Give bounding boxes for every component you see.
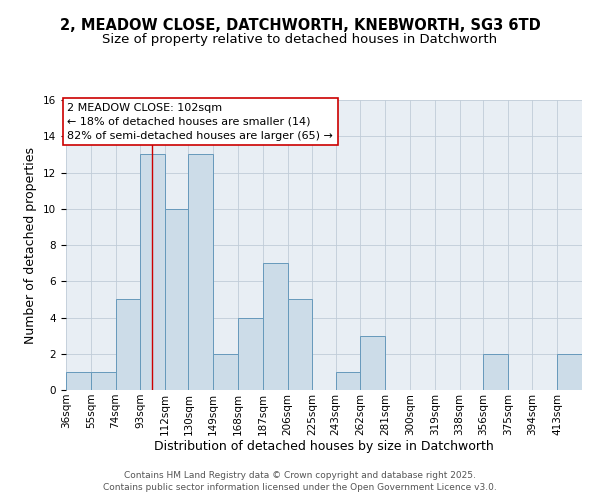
Bar: [66, 372, 91, 390]
Bar: [483, 354, 508, 390]
Bar: [287, 300, 312, 390]
Bar: [557, 354, 582, 390]
Bar: [188, 154, 213, 390]
Text: 2 MEADOW CLOSE: 102sqm
← 18% of detached houses are smaller (14)
82% of semi-det: 2 MEADOW CLOSE: 102sqm ← 18% of detached…: [67, 102, 333, 141]
Bar: [91, 372, 116, 390]
Text: Contains HM Land Registry data © Crown copyright and database right 2025.
Contai: Contains HM Land Registry data © Crown c…: [103, 471, 497, 492]
Text: 2, MEADOW CLOSE, DATCHWORTH, KNEBWORTH, SG3 6TD: 2, MEADOW CLOSE, DATCHWORTH, KNEBWORTH, …: [59, 18, 541, 32]
Bar: [361, 336, 385, 390]
Bar: [336, 372, 361, 390]
Y-axis label: Number of detached properties: Number of detached properties: [25, 146, 37, 344]
Bar: [165, 209, 188, 390]
Text: Size of property relative to detached houses in Datchworth: Size of property relative to detached ho…: [103, 32, 497, 46]
Bar: [213, 354, 238, 390]
Bar: [116, 300, 140, 390]
Bar: [238, 318, 263, 390]
Bar: [263, 263, 287, 390]
X-axis label: Distribution of detached houses by size in Datchworth: Distribution of detached houses by size …: [154, 440, 494, 454]
Bar: [140, 154, 165, 390]
